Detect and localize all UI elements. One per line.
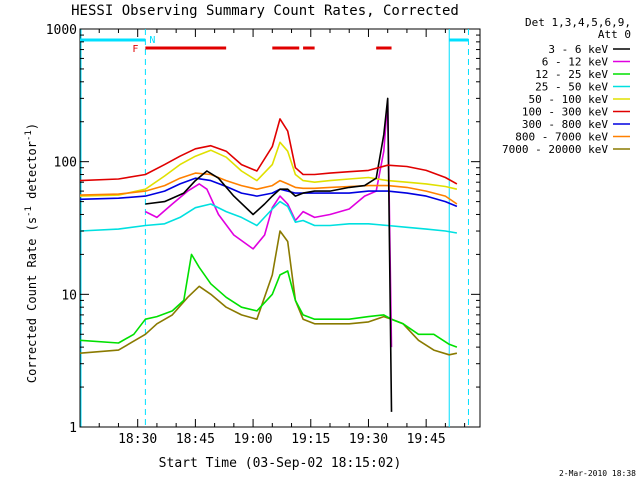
time-marker-label: N: [149, 35, 155, 46]
legend-label: 300 - 800 keV: [522, 118, 608, 131]
x-tick-label: 19:00: [234, 432, 273, 447]
series-line-50-100-kev: [79, 141, 458, 197]
legend-label: 3 - 6 keV: [548, 43, 608, 56]
series-line-6-12-kev: [145, 99, 393, 348]
series-line-300-800-kev: [79, 177, 458, 208]
y-label-sup-1: -1: [24, 206, 34, 217]
x-tick-label: 19:45: [407, 432, 446, 447]
x-tick-label: 18:45: [176, 432, 215, 447]
series-line-800-7000-kev: [79, 172, 458, 205]
chart-title: HESSI Observing Summary Count Rates, Cor…: [71, 3, 459, 19]
series-line-7000-20000-kev: [79, 230, 458, 356]
y-label-end: ): [25, 123, 39, 130]
legend-label: 800 - 7000 keV: [515, 131, 608, 144]
legend-header-line-2: Att 0: [598, 28, 631, 41]
y-tick-label: 100: [54, 156, 77, 171]
legend-label: 25 - 50 keV: [535, 81, 608, 94]
legend-label: 12 - 25 keV: [535, 68, 608, 81]
legend-label: 50 - 100 keV: [529, 93, 609, 106]
y-axis-label: Corrected Count Rate (s-1 detector-1): [24, 123, 39, 383]
legend-header-line-1: Det 1,3,4,5,6,9,: [525, 16, 631, 29]
flag-bars: F: [80, 38, 469, 55]
y-label-main: Corrected Count Rate (s: [25, 217, 39, 383]
y-tick-label: 10: [61, 288, 77, 303]
plot-frame: [79, 28, 481, 428]
series-line-100-300-kev: [79, 118, 458, 185]
x-tick-label: 18:30: [118, 432, 157, 447]
time-markers: N: [80, 29, 469, 427]
footer-timestamp: 2-Mar-2010 18:38: [559, 469, 636, 478]
legend-label: 7000 - 20000 keV: [502, 143, 608, 156]
legend-label: 6 - 12 keV: [542, 56, 609, 69]
x-tick-label: 19:15: [291, 432, 330, 447]
series-line-25-50-kev: [79, 200, 458, 234]
x-axis-label: Start Time (03-Sep-02 18:15:02): [159, 456, 402, 471]
axes: 1 10 100 1000 18:30 18:45 19:00 19:15 19:30 19:45: [46, 23, 480, 447]
y-tick-label: 1000: [46, 23, 77, 38]
plot-border: [79, 28, 481, 428]
legend-label: 100 - 300 keV: [522, 106, 608, 119]
y-label-sup-2: -1: [24, 130, 34, 141]
y-label-mid: detector: [25, 141, 39, 206]
series-layer: [79, 97, 458, 412]
x-tick-label: 19:30: [349, 432, 388, 447]
y-tick-label: 1: [69, 421, 77, 436]
series-line-3-6-kev: [145, 97, 393, 412]
flare-flag-letter: F: [132, 44, 138, 55]
series-line-12-25-kev: [79, 253, 458, 348]
